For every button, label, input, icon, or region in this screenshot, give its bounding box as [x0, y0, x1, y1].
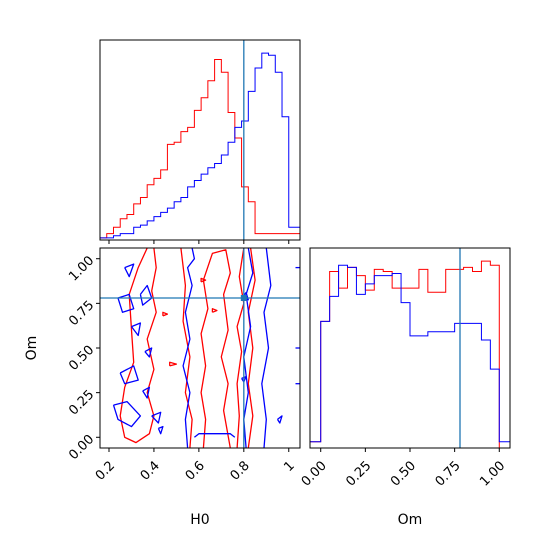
- om-hist-red-histogram-step: [310, 260, 510, 448]
- contour-blue-path-6: [144, 347, 153, 358]
- contour-blue-path-2: [130, 322, 142, 337]
- om-hist-plot-area: [310, 248, 510, 448]
- x-tick-label: 0.25: [343, 458, 374, 489]
- h0-hist-plot-area: [100, 40, 300, 240]
- contour-blue-path-10: [182, 248, 196, 448]
- x-tick-label: 0.4: [138, 458, 163, 483]
- contour-truth-marker: [240, 295, 247, 301]
- contour-red-path-3: [236, 248, 245, 448]
- contour-blue-path-8: [151, 411, 162, 424]
- x-tick-label: 0.75: [433, 458, 464, 489]
- x-tick-label: 0.00: [299, 458, 330, 489]
- x-tick-label: 1.00: [477, 458, 508, 489]
- h0-hist-frame: [99, 39, 301, 241]
- contour-blue-path-13: [193, 433, 236, 438]
- om-hist-panel: 0.00 0.25 0.50 0.75 1.00: [299, 247, 511, 490]
- om-hist-frame: [309, 247, 511, 449]
- contour-blue-path-12: [261, 248, 272, 448]
- contour-blue-path-7: [142, 386, 151, 399]
- contour-blue-path-9: [157, 425, 164, 435]
- x-tick-label: 0.8: [228, 458, 253, 483]
- h0-om-contour-panel: 0.00 0.25 0.50 0.75 1.00 Om H0 0.2 0.4 0.6 0.8 1: [24, 247, 301, 528]
- contour-red-path-0: [119, 248, 157, 444]
- y-tick-label: 0.50: [66, 343, 97, 374]
- y-axis-label: Om: [24, 336, 40, 361]
- h0-hist-panel: [99, 39, 301, 244]
- x-tick-label: 1: [281, 458, 297, 474]
- contour-red-path-1: [180, 248, 193, 448]
- contour-red-path-6: [162, 311, 169, 317]
- y-tick-label: 0.25: [66, 387, 97, 418]
- contour-red-path-5: [211, 308, 218, 313]
- contour-blue-path-1: [117, 293, 135, 313]
- x-tick-label: 0.50: [388, 458, 419, 489]
- contour-blue-path-3: [119, 365, 139, 385]
- contour-red-path-4: [247, 248, 256, 448]
- contour-blue-path-0: [124, 263, 135, 278]
- contour-red-path-8: [200, 277, 207, 283]
- h0-om-contour-plot-area: [100, 248, 300, 448]
- x-axis-label: H0: [190, 512, 209, 528]
- x-tick-label: 0.6: [183, 458, 208, 483]
- contour-blue-path-11: [243, 248, 254, 448]
- contour-red-path-7: [169, 361, 178, 367]
- h0-hist-red-histogram-step: [100, 58, 300, 240]
- y-tick-label: 0.00: [66, 432, 97, 463]
- contour-red-path-2: [200, 249, 231, 448]
- x-tick-label: 0.2: [93, 458, 118, 483]
- contour-blue-path-4: [112, 400, 142, 428]
- contour-blue-path-16: [276, 415, 283, 424]
- h0-om-contour-frame: [99, 247, 301, 449]
- om-hist-blue-histogram-step: [310, 264, 510, 448]
- h0-hist-blue-histogram-step: [100, 52, 300, 240]
- contour-blue-path-5: [139, 284, 153, 306]
- y-tick-label: 0.75: [66, 298, 97, 329]
- y-tick-label: 1.00: [66, 253, 97, 284]
- om-x-axis-label: Om: [398, 512, 423, 528]
